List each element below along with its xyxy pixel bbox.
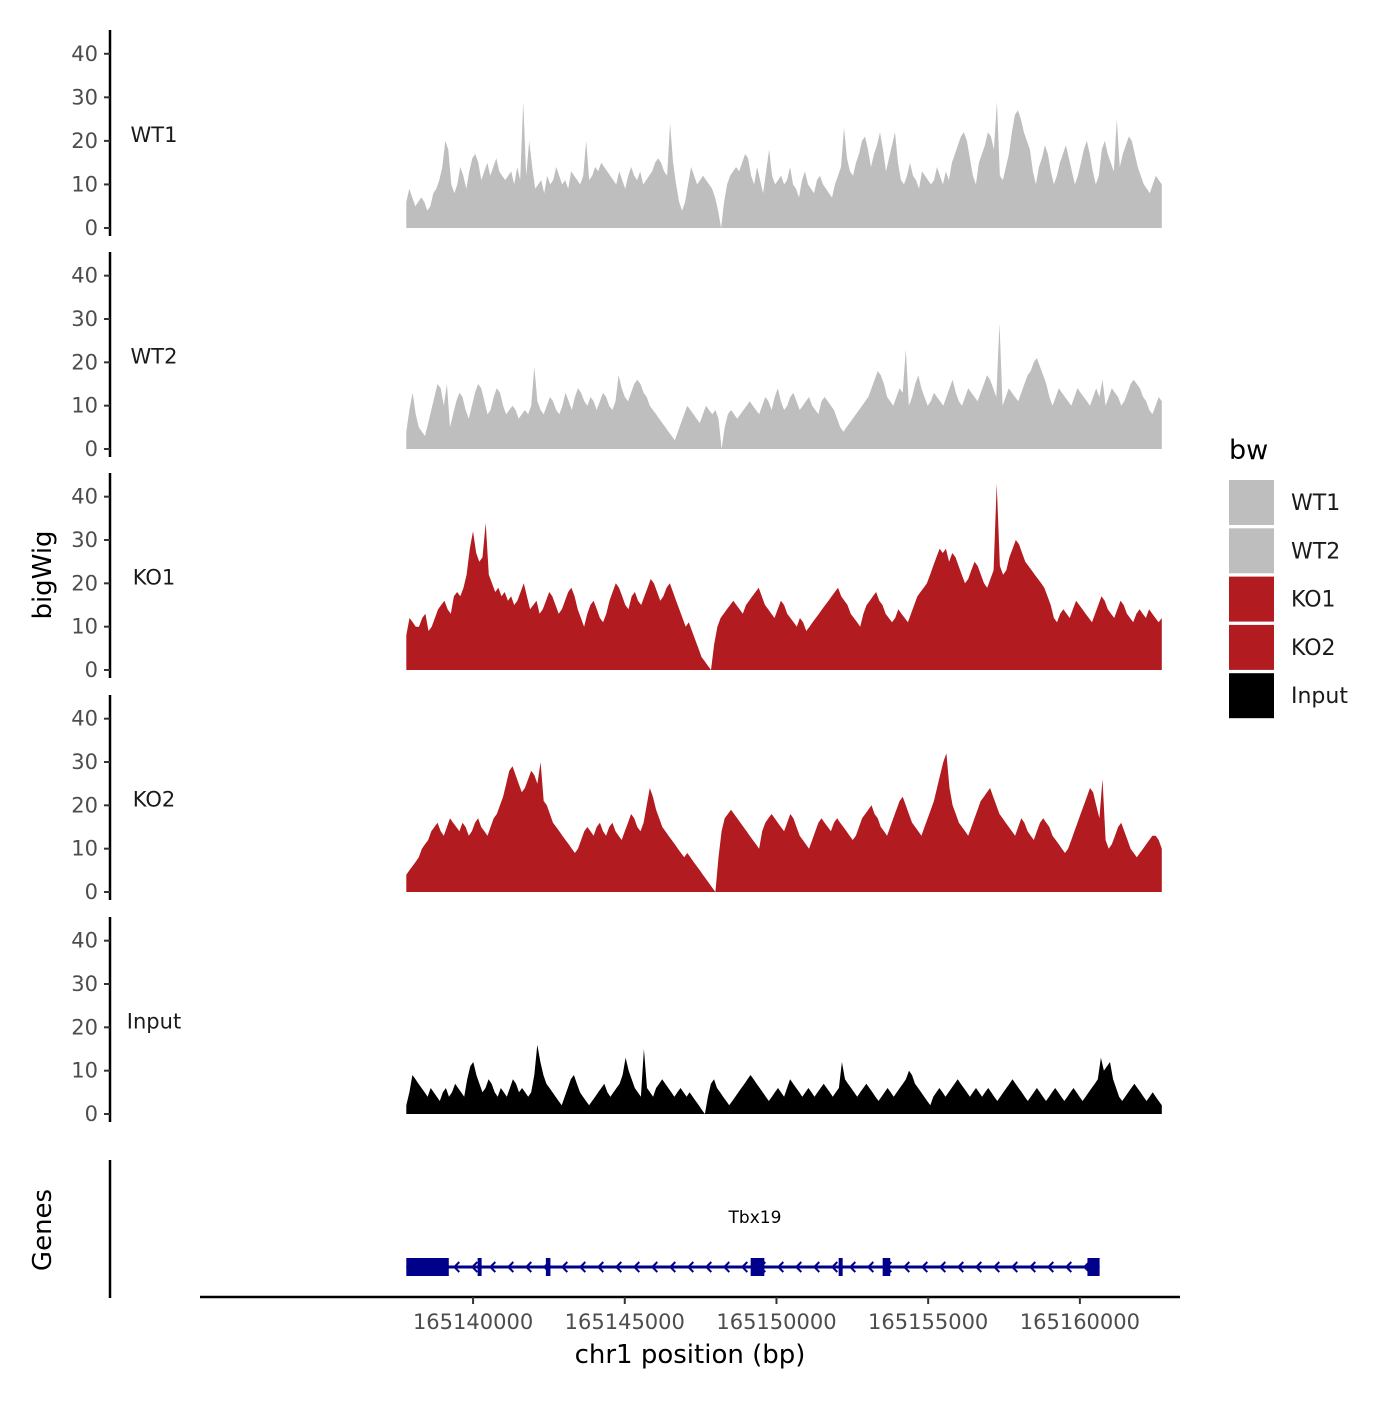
- y-tick-label: 30: [71, 528, 98, 552]
- y-tick-label: 10: [71, 1059, 98, 1083]
- legend-key-wt1: [1229, 480, 1274, 525]
- y-tick-label: 30: [71, 85, 98, 109]
- y-axis-title: bigWig: [28, 530, 58, 619]
- y-tick-label: 0: [85, 216, 98, 240]
- strand-arrow: [524, 1261, 533, 1273]
- gene-exon: [477, 1258, 482, 1276]
- legend-label-wt2: WT2: [1291, 539, 1340, 564]
- x-tick-label: 165155000: [868, 1310, 988, 1334]
- y-tick-label: 10: [71, 837, 98, 861]
- strand-arrow: [1028, 1261, 1037, 1273]
- y-tick-label: 40: [71, 929, 98, 953]
- track-label-wt2: WT2: [131, 344, 178, 368]
- gene-exon: [750, 1258, 765, 1276]
- track-label-ko1: KO1: [133, 565, 176, 589]
- y-tick-label: 40: [71, 707, 98, 731]
- legend-label-input: Input: [1291, 684, 1348, 709]
- gene-name-label: Tbx19: [728, 1208, 782, 1228]
- y-tick-label: 40: [71, 42, 98, 66]
- strand-arrow: [974, 1261, 983, 1273]
- legend-label-ko2: KO2: [1291, 636, 1336, 661]
- strand-arrow: [866, 1261, 875, 1273]
- y-tick-label: 40: [71, 264, 98, 288]
- strand-arrow: [560, 1261, 569, 1273]
- legend-key-ko2: [1229, 624, 1274, 670]
- legend-key-ko1: [1229, 576, 1274, 622]
- y-tick-label: 30: [71, 750, 98, 774]
- strand-arrow: [488, 1261, 497, 1273]
- x-tick-label: 165160000: [1020, 1310, 1140, 1334]
- y-tick-label: 0: [85, 1102, 98, 1126]
- strand-arrow: [1046, 1261, 1055, 1273]
- strand-arrow: [992, 1261, 1001, 1273]
- coverage-area-ko2: [406, 753, 1162, 892]
- strand-arrow: [452, 1261, 461, 1273]
- coverage-area-input: [406, 1044, 1162, 1114]
- strand-arrow: [1064, 1261, 1073, 1273]
- strand-arrow: [740, 1261, 749, 1273]
- genes-track-title: Genes: [28, 1189, 58, 1271]
- strand-arrow: [776, 1261, 785, 1273]
- legend-key-wt2: [1229, 528, 1274, 574]
- strand-arrow: [1010, 1261, 1019, 1273]
- strand-arrow: [722, 1261, 731, 1273]
- x-tick-label: 165145000: [565, 1310, 685, 1334]
- gene-exon: [406, 1258, 449, 1276]
- y-tick-label: 30: [71, 972, 98, 996]
- gene-exon: [545, 1258, 551, 1276]
- y-tick-label: 0: [85, 880, 98, 904]
- legend-key-input: [1229, 673, 1274, 719]
- strand-arrow: [668, 1261, 677, 1273]
- legend-title: bw: [1229, 435, 1268, 466]
- y-tick-label: 20: [71, 129, 98, 153]
- y-tick-label: 0: [85, 658, 98, 682]
- y-tick-label: 40: [71, 485, 98, 509]
- coverage-area-wt1: [406, 101, 1162, 228]
- strand-arrow: [704, 1261, 713, 1273]
- track-label-ko2: KO2: [133, 787, 176, 811]
- y-tick-label: 30: [71, 307, 98, 331]
- y-tick-label: 20: [71, 1015, 98, 1039]
- strand-arrow: [794, 1261, 803, 1273]
- y-tick-label: 10: [71, 172, 98, 196]
- strand-arrow: [596, 1261, 605, 1273]
- gene-exon: [1087, 1258, 1100, 1276]
- y-tick-label: 20: [71, 571, 98, 595]
- strand-arrow: [632, 1261, 641, 1273]
- coverage-area-wt2: [406, 323, 1162, 449]
- strand-arrow: [956, 1261, 965, 1273]
- gene-exon: [882, 1258, 891, 1276]
- strand-arrow: [920, 1261, 929, 1273]
- strand-arrow: [812, 1261, 821, 1273]
- track-label-input: Input: [127, 1009, 181, 1033]
- legend-label-ko1: KO1: [1291, 588, 1336, 613]
- y-tick-label: 20: [71, 350, 98, 374]
- x-tick-label: 165150000: [716, 1310, 836, 1334]
- y-tick-label: 10: [71, 615, 98, 639]
- x-tick-label: 165140000: [413, 1310, 533, 1334]
- coverage-area-ko1: [406, 483, 1162, 670]
- y-tick-label: 10: [71, 394, 98, 418]
- strand-arrow: [506, 1261, 515, 1273]
- strand-arrow: [614, 1261, 623, 1273]
- strand-arrow: [830, 1261, 839, 1273]
- track-label-wt1: WT1: [131, 123, 178, 147]
- strand-arrow: [686, 1261, 695, 1273]
- strand-arrow: [902, 1261, 911, 1273]
- strand-arrow: [470, 1261, 479, 1273]
- legend-label-wt1: WT1: [1291, 491, 1340, 516]
- x-axis-title: chr1 position (bp): [575, 1340, 806, 1370]
- y-tick-label: 0: [85, 437, 98, 461]
- strand-arrow: [650, 1261, 659, 1273]
- y-tick-label: 20: [71, 793, 98, 817]
- strand-arrow: [578, 1261, 587, 1273]
- strand-arrow: [848, 1261, 857, 1273]
- strand-arrow: [938, 1261, 947, 1273]
- gene-exon: [838, 1258, 843, 1276]
